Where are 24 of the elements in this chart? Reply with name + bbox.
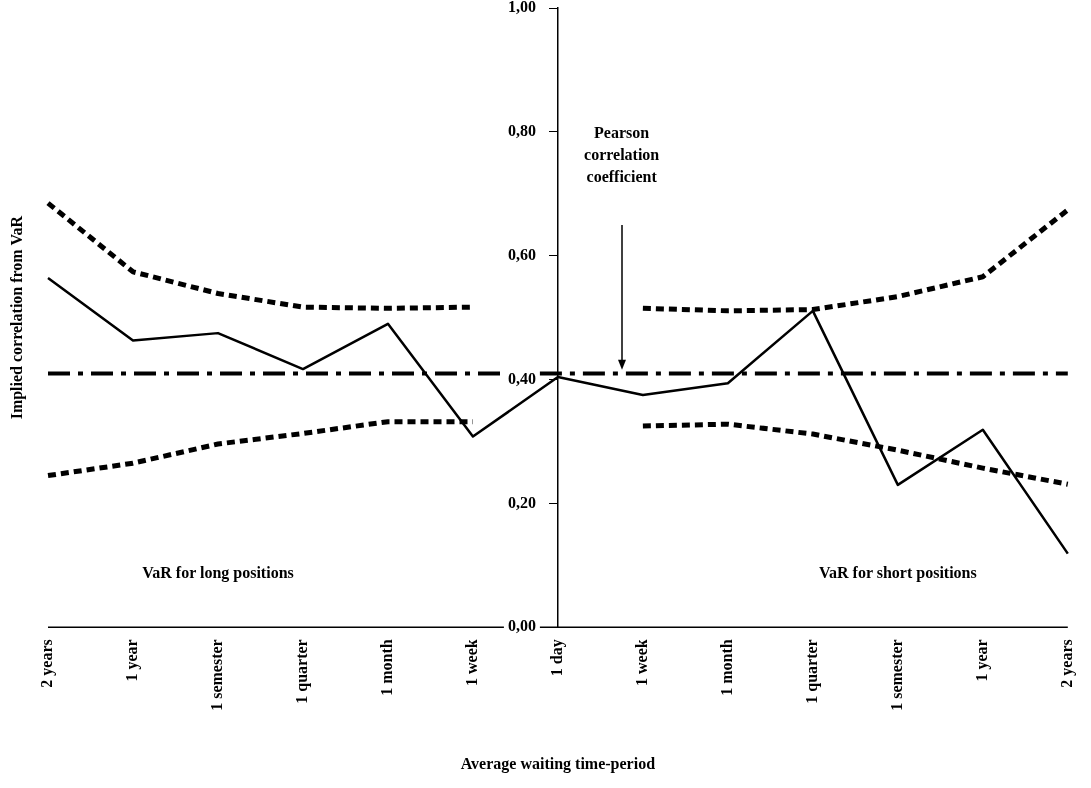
x-tick-label: 1 week: [633, 639, 651, 686]
x-tick-label: 1 year: [123, 639, 142, 682]
x-axis-title: Average waiting time-period: [460, 754, 656, 773]
annotation: Pearson correlation coefficient: [584, 124, 660, 186]
x-tick-label: 1 quarter: [802, 639, 821, 704]
y-axis-title: Implied correlation from VaR: [8, 215, 26, 420]
x-tick-label: 1 semester: [208, 639, 226, 711]
x-tick-label: 1 quarter: [293, 639, 312, 704]
y-tick-label: 0,80: [507, 122, 536, 139]
y-tick-label: 0,20: [507, 493, 536, 511]
x-tick-label: 1 day: [548, 639, 567, 677]
annotation: VaR for short positions: [818, 563, 977, 582]
x-tick-label: 1 week: [463, 639, 481, 686]
x-tick-label: 1 semester: [887, 639, 905, 711]
y-tick-label: 0,40: [507, 369, 536, 387]
x-tick-label: 2 years: [38, 639, 57, 688]
annotation: VaR for long positions: [142, 563, 294, 582]
x-tick-label: 1 month: [718, 639, 736, 696]
x-tick-label: 2 years: [1057, 639, 1076, 688]
y-tick-label: 0,60: [507, 245, 536, 263]
y-tick-label: 1,00: [507, 0, 536, 16]
x-tick-label: 1 year: [972, 639, 991, 682]
y-tick-label: 0,00: [507, 617, 536, 635]
x-tick-label: 1 month: [378, 639, 396, 696]
